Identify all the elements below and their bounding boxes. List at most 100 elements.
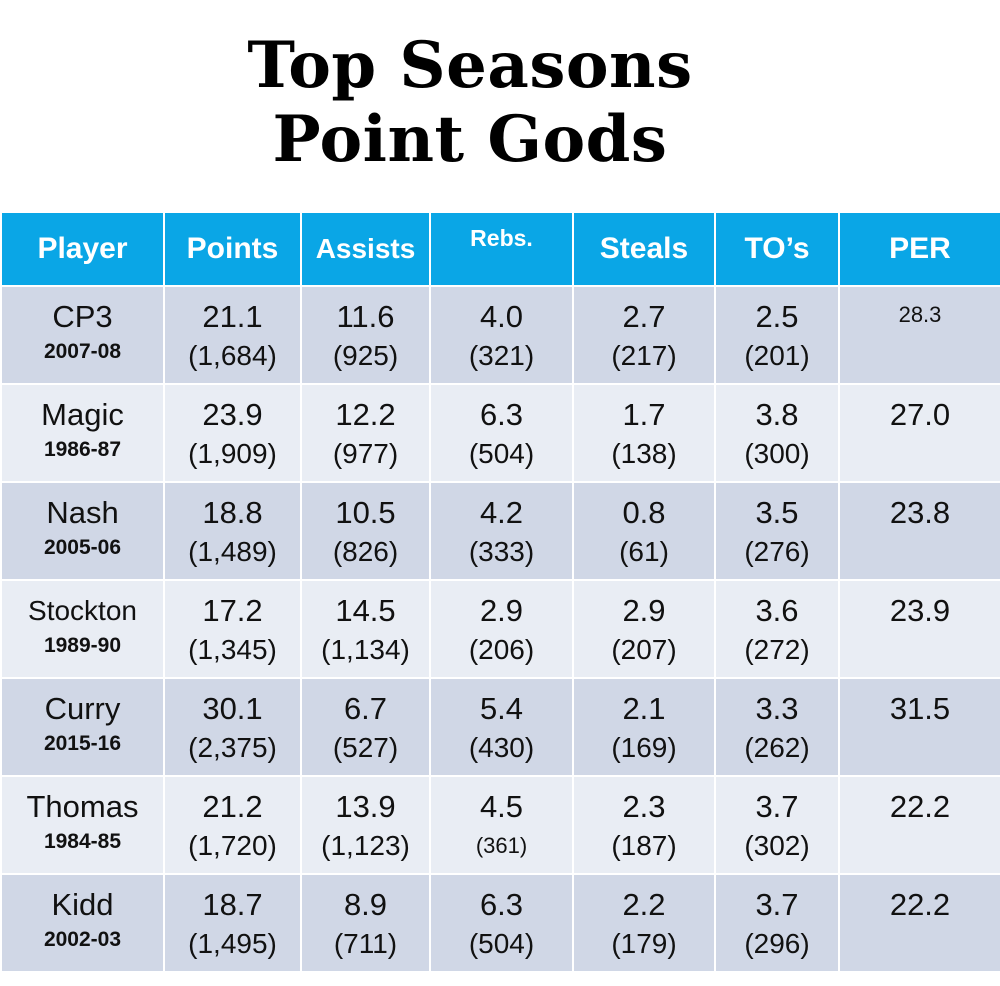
rebs-total: (504)	[468, 438, 535, 469]
rebs-value: 6.3	[479, 887, 524, 922]
per-cell: 22.2	[838, 775, 1000, 875]
points-value: 30.1	[202, 691, 263, 726]
assists-total: (977)	[332, 438, 399, 469]
steals-value: 0.8	[622, 495, 666, 530]
points-value: 23.9	[202, 397, 263, 432]
table-row: Magic 1986-87 23.9 (1,909) 12.2 (977) 6.3 (5…	[0, 383, 1000, 483]
points-total: (1,684)	[188, 340, 277, 371]
points-total: (1,909)	[188, 438, 277, 469]
table-row: CP3 2007-08 21.1 (1,684) 11.6 (925) 4.0 (321…	[0, 285, 1000, 385]
tos-value: 3.3	[755, 691, 799, 726]
assists-total: (925)	[332, 340, 399, 371]
rebs-total: (361)	[475, 833, 528, 858]
per-value: 28.3	[898, 302, 942, 327]
assists-value: 12.2	[335, 397, 396, 432]
header-steals: Steals	[572, 211, 716, 287]
rebs-total: (430)	[468, 732, 535, 763]
player-name: Curry	[44, 691, 121, 726]
points-value: 18.7	[202, 887, 263, 922]
steals-value: 2.2	[622, 887, 666, 922]
title-line-1: Top Seasons	[247, 28, 693, 103]
per-value: 23.9	[889, 593, 951, 628]
header-player: Player	[0, 211, 165, 287]
points-total: (1,720)	[188, 830, 277, 861]
assists-value: 8.9	[343, 887, 388, 922]
steals-total: (138)	[611, 438, 677, 469]
tos-total: (296)	[744, 928, 810, 959]
steals-cell: 2.9 (207)	[572, 579, 716, 679]
steals-value: 2.3	[622, 789, 666, 824]
season-year: 1989-90	[43, 634, 122, 657]
rebs-total: (504)	[468, 928, 535, 959]
tos-total: (272)	[744, 634, 810, 665]
season-year: 2002-03	[43, 928, 122, 951]
season-year: 1986-87	[43, 438, 122, 461]
assists-cell: 10.5 (826)	[300, 481, 431, 581]
assists-cell: 12.2 (977)	[300, 383, 431, 483]
tos-value: 2.5	[755, 299, 799, 334]
table-row: Thomas 1984-85 21.2 (1,720) 13.9 (1,123) 4.…	[0, 775, 1000, 875]
points-cell: 23.9 (1,909)	[163, 383, 302, 483]
rebs-value: 5.4	[479, 691, 524, 726]
player-name: Nash	[46, 495, 119, 530]
player-cell: Magic 1986-87	[0, 383, 165, 483]
assists-cell: 14.5 (1,134)	[300, 579, 431, 679]
per-cell: 23.8	[838, 481, 1000, 581]
assists-cell: 13.9 (1,123)	[300, 775, 431, 875]
rebs-total: (321)	[468, 340, 535, 371]
player-cell: Nash 2005-06	[0, 481, 165, 581]
rebs-value: 4.5	[479, 789, 524, 824]
tos-total: (276)	[744, 536, 810, 567]
rebs-cell: 4.5 (361)	[429, 775, 574, 875]
points-total: (1,345)	[188, 634, 277, 665]
table-row: Kidd 2002-03 18.7 (1,495) 8.9 (711) 6.3 (504…	[0, 873, 1000, 973]
player-name: Stockton	[28, 595, 137, 626]
tos-total: (262)	[744, 732, 810, 763]
steals-value: 2.7	[622, 299, 666, 334]
header-rebs: Rebs.	[429, 211, 574, 287]
per-value: 31.5	[889, 691, 951, 726]
header-assists: Assists	[300, 211, 431, 287]
per-cell: 27.0	[838, 383, 1000, 483]
player-cell: Kidd 2002-03	[0, 873, 165, 973]
points-cell: 18.7 (1,495)	[163, 873, 302, 973]
steals-cell: 2.7 (217)	[572, 285, 716, 385]
points-cell: 21.1 (1,684)	[163, 285, 302, 385]
steals-total: (217)	[611, 340, 677, 371]
season-year: 2005-06	[43, 536, 122, 559]
rebs-total: (333)	[468, 536, 535, 567]
header-tos: TO’s	[714, 211, 840, 287]
tos-value: 3.6	[755, 593, 799, 628]
per-cell: 31.5	[838, 677, 1000, 777]
steals-cell: 0.8 (61)	[572, 481, 716, 581]
rebs-cell: 6.3 (504)	[429, 873, 574, 973]
rebs-total: (206)	[468, 634, 535, 665]
rebs-value: 6.3	[479, 397, 524, 432]
per-cell: 28.3	[838, 285, 1000, 385]
rebs-value: 2.9	[479, 593, 524, 628]
rebs-value: 4.2	[479, 495, 524, 530]
per-cell: 23.9	[838, 579, 1000, 679]
tos-total: (201)	[744, 340, 810, 371]
per-value: 22.2	[889, 887, 951, 922]
rebs-cell: 5.4 (430)	[429, 677, 574, 777]
points-cell: 30.1 (2,375)	[163, 677, 302, 777]
season-year: 2015-16	[43, 732, 122, 755]
tos-total: (302)	[744, 830, 810, 861]
player-cell: Thomas 1984-85	[0, 775, 165, 875]
steals-total: (187)	[611, 830, 677, 861]
points-cell: 21.2 (1,720)	[163, 775, 302, 875]
assists-total: (711)	[333, 928, 398, 959]
season-year: 2007-08	[43, 340, 122, 363]
tos-cell: 3.5 (276)	[714, 481, 840, 581]
steals-cell: 2.3 (187)	[572, 775, 716, 875]
tos-value: 3.5	[755, 495, 799, 530]
stats-table: Player Points Assists Rebs. Steals TO’s …	[0, 211, 1000, 973]
assists-total: (1,134)	[321, 634, 410, 665]
assists-total: (1,123)	[321, 830, 410, 861]
tos-cell: 3.7 (296)	[714, 873, 840, 973]
title-line-2: Point Gods	[272, 102, 668, 177]
points-value: 21.1	[202, 299, 263, 334]
header-per: PER	[838, 211, 1000, 287]
points-value: 17.2	[202, 593, 263, 628]
